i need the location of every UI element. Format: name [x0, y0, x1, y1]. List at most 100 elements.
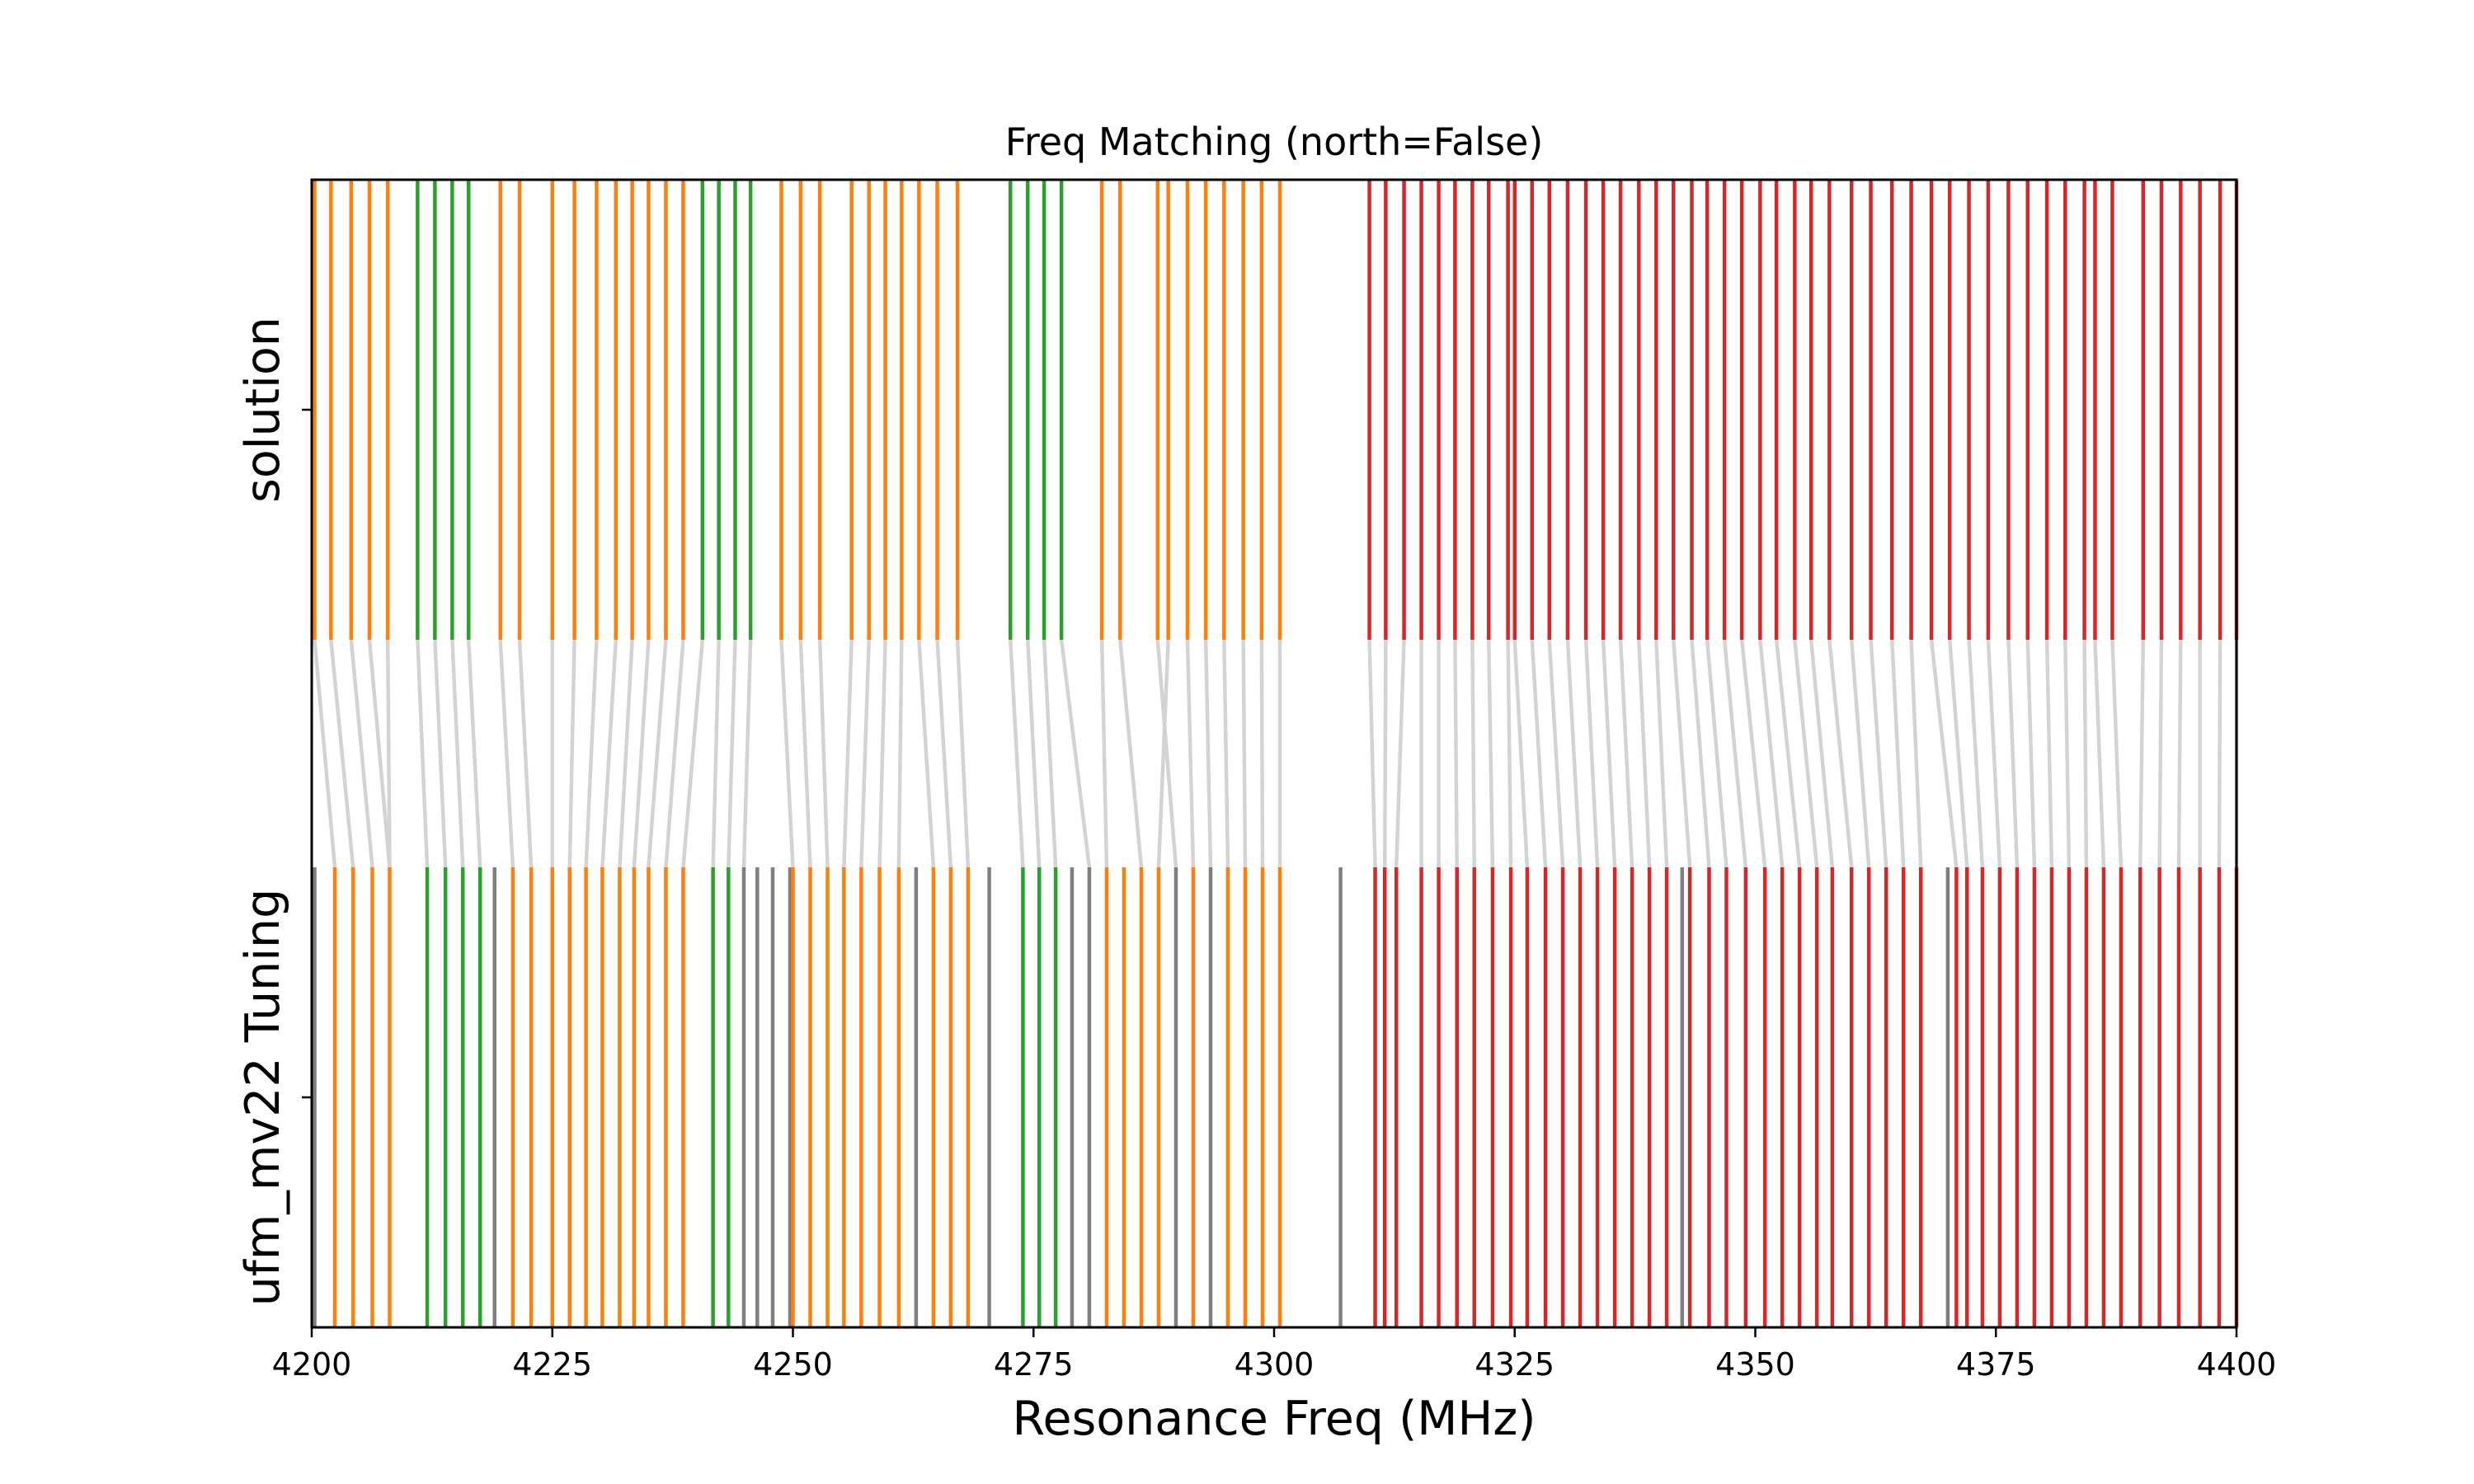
match-link	[1774, 639, 1802, 868]
match-link	[917, 639, 936, 868]
match-link	[741, 639, 753, 868]
match-link	[1909, 639, 1923, 868]
match-link	[711, 639, 721, 868]
match-link	[1394, 639, 1406, 868]
match-link	[817, 639, 830, 868]
match-link	[433, 639, 448, 868]
match-link	[1672, 639, 1692, 868]
match-link	[1808, 639, 1835, 868]
match-link	[1583, 639, 1600, 868]
match-link	[896, 639, 904, 868]
x-tick-label: 4225	[512, 1346, 592, 1383]
match-link	[2063, 639, 2072, 868]
match-link	[1929, 639, 1959, 868]
match-link	[1793, 639, 1819, 868]
match-link	[1690, 639, 1711, 868]
match-link	[1156, 639, 1170, 868]
match-link	[727, 639, 737, 868]
match-link	[1705, 639, 1729, 868]
chart-title: Freq Matching (north=False)	[1005, 120, 1544, 164]
match-links	[313, 639, 2239, 868]
match-link	[1026, 639, 1042, 868]
x-axis-label: Resonance Freq (MHz)	[1012, 1392, 1536, 1446]
match-link	[2006, 639, 2020, 868]
match-link	[1118, 639, 1144, 868]
match-link	[1241, 639, 1248, 868]
match-link	[1869, 639, 1888, 868]
match-link	[2093, 639, 2106, 868]
match-link	[877, 639, 887, 868]
event-lines	[313, 180, 2239, 1327]
match-link	[1259, 639, 1265, 868]
match-link	[935, 639, 953, 868]
match-link	[1967, 639, 1985, 868]
match-link	[1654, 639, 1669, 868]
match-link	[1155, 639, 1178, 868]
match-link	[450, 639, 465, 868]
match-link	[1512, 639, 1530, 868]
x-tick-label: 4300	[1235, 1346, 1315, 1383]
match-link	[1453, 639, 1459, 868]
match-link	[1722, 639, 1748, 868]
match-link	[1565, 639, 1583, 868]
x-tick-label: 4375	[1956, 1346, 2036, 1383]
match-link	[1486, 639, 1495, 868]
match-link	[367, 639, 392, 868]
match-link	[2044, 639, 2054, 868]
match-link	[517, 639, 534, 868]
match-link	[329, 639, 355, 868]
match-link	[1099, 639, 1109, 868]
match-link	[842, 639, 854, 868]
match-link	[1530, 639, 1548, 868]
match-link	[955, 639, 971, 868]
match-link	[1827, 639, 1854, 868]
match-link	[1889, 639, 1906, 868]
x-tick-label: 4250	[753, 1346, 833, 1383]
match-link	[664, 639, 685, 868]
match-link	[779, 639, 795, 868]
match-link	[1739, 639, 1767, 868]
match-link	[798, 639, 812, 868]
match-link	[2138, 639, 2146, 868]
match-link	[567, 639, 576, 868]
x-tick-label: 4350	[1715, 1346, 1795, 1383]
match-link	[1601, 639, 1617, 868]
match-link	[1222, 639, 1230, 868]
match-link	[632, 639, 651, 868]
match-link	[681, 639, 705, 868]
match-link	[1203, 639, 1213, 868]
match-link	[1947, 639, 1969, 868]
match-link	[1618, 639, 1634, 868]
match-link	[313, 639, 337, 868]
match-link	[1059, 639, 1092, 868]
match-link	[2082, 639, 2089, 868]
x-tick-label: 4400	[2197, 1346, 2277, 1383]
match-link	[600, 639, 618, 868]
match-link	[2176, 639, 2183, 868]
match-link	[1758, 639, 1785, 868]
match-link	[1367, 639, 1377, 868]
match-link	[1185, 639, 1196, 868]
match-link	[2157, 639, 2164, 868]
match-link	[1506, 639, 1513, 868]
match-link	[1470, 639, 1476, 868]
match-link	[1547, 639, 1565, 868]
match-link	[2025, 639, 2037, 868]
match-link	[1042, 639, 1058, 868]
match-link	[647, 639, 668, 868]
match-link	[498, 639, 515, 868]
axis-ticks: 4200 4225 4250 4275 4300 4325 4350 4375 4400	[272, 1327, 2277, 1383]
x-tick-label: 4275	[994, 1346, 1074, 1383]
match-link	[416, 639, 430, 868]
match-link	[2217, 639, 2222, 868]
match-link	[349, 639, 374, 868]
match-link	[385, 639, 392, 868]
match-link	[1849, 639, 1871, 868]
match-link	[1008, 639, 1025, 868]
y-label-tuning: ufm_mv22 Tuning	[236, 889, 290, 1307]
match-link	[859, 639, 871, 868]
x-tick-label: 4325	[1475, 1346, 1554, 1383]
match-link	[1637, 639, 1652, 868]
